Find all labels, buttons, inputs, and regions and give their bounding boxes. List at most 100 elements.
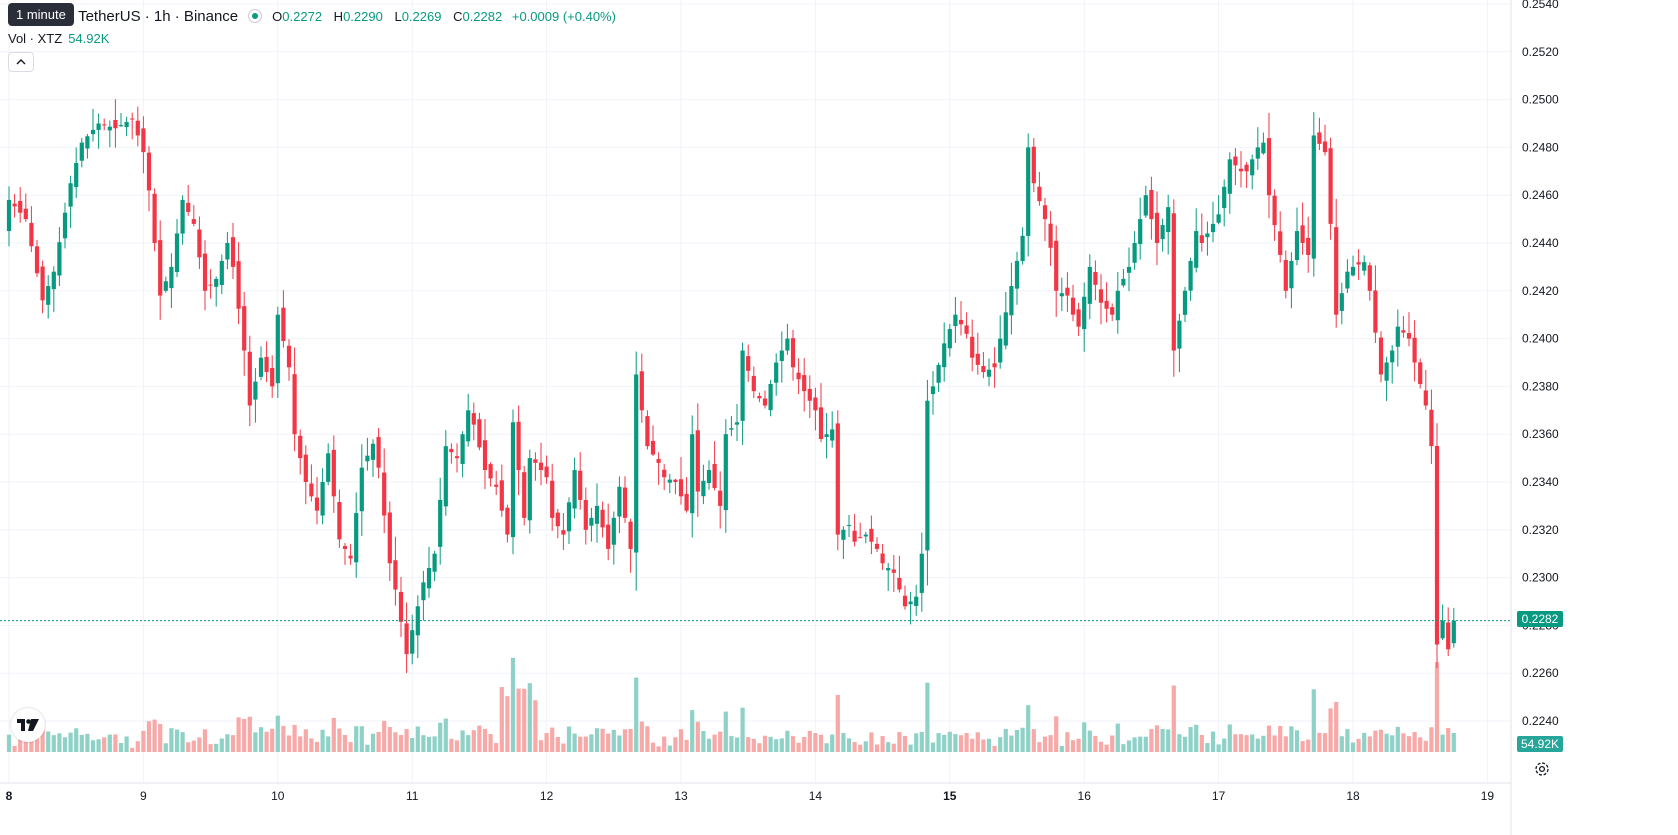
volume-bar: [74, 728, 79, 752]
candle-body: [1199, 235, 1204, 243]
volume-bar: [527, 683, 532, 752]
tv-mark: [17, 719, 39, 731]
candle-body: [1222, 186, 1227, 209]
candle-body: [410, 630, 415, 654]
candle-body: [650, 440, 656, 455]
candle-body: [1082, 296, 1087, 330]
volume-bar: [510, 657, 516, 752]
volume-bar: [62, 737, 68, 752]
candle-body: [919, 553, 924, 593]
volume-bar: [449, 738, 454, 752]
tradingview-logo-icon[interactable]: [11, 708, 45, 742]
volume-bar: [477, 725, 482, 752]
volume-bar: [1059, 745, 1064, 752]
price-tick-label: 0.2540: [1522, 0, 1559, 11]
candle-body: [970, 336, 975, 358]
volume-bar: [68, 732, 73, 752]
volume-bar: [281, 725, 286, 752]
volume-bar: [1121, 744, 1126, 752]
volume-bar: [1311, 689, 1316, 752]
volume-bar: [578, 736, 583, 752]
market-status-icon[interactable]: [248, 9, 263, 23]
candle-body: [242, 306, 247, 351]
candle-body: [443, 446, 448, 507]
volume-bar: [1384, 733, 1389, 752]
volume-bar: [835, 694, 840, 752]
candle-body: [1160, 225, 1165, 240]
candle-body: [370, 443, 376, 460]
candle-body: [746, 356, 751, 371]
symbol-title[interactable]: / TetherUS · 1h · Binance: [70, 7, 239, 25]
candle-body: [639, 371, 644, 411]
candle-body: [796, 372, 801, 380]
candle-body: [404, 623, 409, 655]
price-tick-label: 0.2500: [1522, 93, 1559, 107]
candle-body: [779, 350, 784, 362]
candle-body: [348, 555, 353, 559]
candle-body: [813, 397, 818, 411]
price-tick-label: 0.2480: [1522, 140, 1559, 154]
time-axis[interactable]: 8 9 10 11 12 13 14 15 16 17 18 19: [6, 789, 1495, 803]
volume-bar: [208, 744, 213, 752]
volume-bar: [712, 734, 717, 752]
price-axis[interactable]: 0.22400.22600.22800.23000.23200.23400.23…: [1522, 0, 1559, 728]
volume-bars: [6, 657, 1456, 752]
gear-icon[interactable]: [1533, 760, 1551, 778]
candle-body: [34, 246, 40, 274]
collapse-legend-button[interactable]: [8, 52, 34, 72]
candle-body: [505, 507, 510, 535]
candle-body: [74, 162, 79, 188]
volume-bar: [852, 742, 857, 752]
candle-body: [1440, 620, 1445, 639]
volume-bar: [1188, 727, 1193, 752]
volume-bar: [958, 735, 964, 752]
volume-bar: [107, 734, 112, 752]
volume-bar: [1138, 736, 1143, 752]
volume-bar: [656, 746, 661, 752]
volume-bar: [331, 717, 336, 752]
candle-body: [1373, 290, 1378, 333]
volume-bar: [723, 711, 728, 752]
volume-bar: [824, 743, 829, 752]
candle-body: [96, 123, 101, 130]
candle-body: [146, 152, 152, 191]
volume-bar: [1076, 738, 1081, 752]
candle-body: [236, 261, 241, 309]
candle-body: [1406, 333, 1412, 339]
candle-body: [1283, 259, 1288, 291]
candle-body: [678, 479, 684, 497]
volume-bar: [1154, 725, 1160, 752]
volume-bar: [594, 728, 600, 752]
volume-bar: [869, 732, 874, 752]
candle-body: [1227, 159, 1232, 194]
candle-body: [757, 395, 762, 399]
candle-body: [1121, 278, 1126, 286]
volume-bar: [802, 736, 807, 752]
volume-bar: [1434, 662, 1440, 752]
volume-bar: [1143, 736, 1148, 752]
candle-body: [286, 345, 292, 368]
candle-body: [376, 437, 381, 468]
volume-bar: [1440, 734, 1445, 752]
candle-body: [533, 459, 538, 463]
volume-bar: [1166, 729, 1171, 752]
candle-body: [673, 479, 678, 482]
volume-bar: [645, 726, 650, 752]
volume-bar: [606, 733, 611, 752]
candle-body: [964, 325, 969, 334]
candle-body: [102, 124, 107, 126]
volume-bar: [359, 726, 364, 752]
volume-bar: [566, 726, 572, 752]
volume-bar: [1350, 742, 1356, 752]
candle-body: [68, 183, 73, 207]
volume-bar: [1306, 739, 1311, 752]
candle-body: [1143, 195, 1148, 216]
volume-bar: [1026, 705, 1031, 752]
symbol-legend: / TetherUS · 1h · Binance O0.2272 H0.229…: [8, 6, 616, 26]
volume-bar: [936, 733, 941, 752]
candle-body: [303, 454, 308, 482]
volume-bar: [264, 731, 269, 752]
candle-body: [1076, 309, 1081, 327]
volume-bar: [12, 745, 17, 752]
